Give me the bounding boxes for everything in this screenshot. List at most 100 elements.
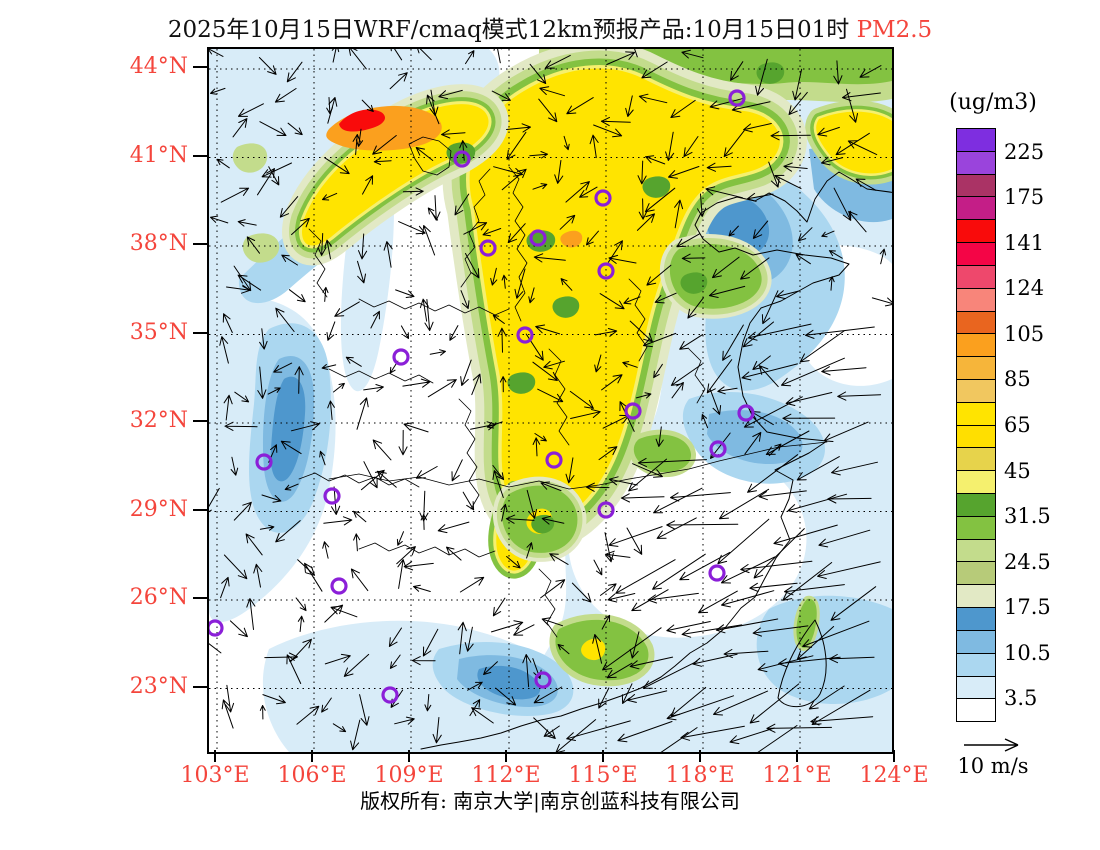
wind-arrow <box>493 49 502 64</box>
wind-arrow <box>698 590 738 614</box>
wind-arrow <box>284 483 299 491</box>
wind-arrow <box>687 297 704 319</box>
wind-arrow <box>226 284 251 294</box>
station-marker <box>529 229 547 247</box>
wind-arrow <box>230 456 239 476</box>
page-title: 2025年10月15日WRF/cmaq模式12km预报产品:10月15日01时 … <box>0 10 1100 44</box>
lat-label: 32°N <box>129 408 188 433</box>
wind-arrow <box>419 298 429 322</box>
wind-arrow <box>723 130 745 158</box>
station-marker <box>381 686 399 704</box>
wind-arrow <box>280 440 302 455</box>
wind-arrow <box>532 437 541 457</box>
wind-arrow <box>234 391 250 403</box>
wind-arrow <box>783 162 808 172</box>
wind-arrow <box>554 160 564 184</box>
wind-arrow <box>796 626 835 660</box>
wind-arrow <box>449 325 459 341</box>
wind-arrow <box>345 356 362 367</box>
wind-arrow <box>543 725 560 737</box>
colorbar-tick-label: 65 <box>1004 413 1031 437</box>
wind-arrow <box>681 49 704 59</box>
wind-arrow <box>411 656 436 666</box>
colorbar-segment <box>957 652 995 676</box>
wind-arrow <box>594 354 602 373</box>
station-marker <box>737 404 755 422</box>
colorbar-segment <box>957 470 995 493</box>
wind-arrow <box>761 290 779 325</box>
wind-arrow <box>821 230 835 238</box>
wind-arrow <box>321 364 337 370</box>
wind-arrow <box>666 695 734 721</box>
wind-arrow <box>333 382 345 393</box>
colorbar-segment <box>957 219 995 243</box>
wind-arrow <box>259 328 268 350</box>
wind-arrow <box>275 520 301 543</box>
wind-arrow <box>403 561 434 571</box>
wind-arrow <box>721 590 775 608</box>
lon-label: 124°E <box>859 763 929 788</box>
wind-arrow <box>656 517 697 539</box>
wind-arrow <box>526 489 537 519</box>
wind-arrow <box>490 267 498 286</box>
wind-arrow <box>506 131 527 160</box>
lat-label: 29°N <box>129 496 188 522</box>
wind-arrow <box>829 654 875 664</box>
wind-arrow <box>417 49 432 61</box>
station-marker <box>728 89 746 107</box>
wind-arrow <box>717 386 738 395</box>
station-marker <box>330 577 348 595</box>
colorbar-segment <box>957 401 995 425</box>
wind-arrow <box>541 515 565 525</box>
wind-arrow <box>665 131 675 161</box>
wind-arrow <box>683 136 699 158</box>
wind-arrow <box>747 192 774 202</box>
wind-arrow <box>632 463 663 478</box>
wind-arrow <box>395 289 415 298</box>
colorbar-tick-label: 105 <box>1004 321 1045 346</box>
wind-arrow <box>744 431 762 455</box>
wind-arrow <box>627 690 668 703</box>
colorbar-segment <box>957 173 995 197</box>
colorbar-tick-label: 175 <box>1004 185 1045 210</box>
wind-arrow <box>636 213 655 231</box>
wind-arrow <box>622 361 638 368</box>
wind-scale-arrow-icon <box>964 738 1019 752</box>
wind-arrow <box>491 620 524 633</box>
wind-arrow <box>304 562 323 592</box>
wind-arrow <box>514 268 526 299</box>
wind-arrow <box>608 476 638 486</box>
wind-arrow <box>730 61 744 81</box>
colorbar-segment <box>957 150 995 174</box>
wind-arrow <box>666 520 739 530</box>
wind-arrow <box>643 332 677 348</box>
wind-vector-arrows <box>209 49 892 752</box>
wind-arrow <box>593 124 623 138</box>
wind-arrow <box>620 493 665 503</box>
lon-label: 115°E <box>568 763 638 788</box>
wind-arrow <box>831 461 878 476</box>
lon-tick <box>214 750 216 762</box>
wind-arrow <box>330 605 358 618</box>
wind-arrow <box>817 126 840 137</box>
wind-arrow <box>462 491 475 511</box>
wind-arrow <box>644 187 676 213</box>
wind-arrow <box>717 518 770 565</box>
wind-arrow <box>713 690 769 716</box>
wind-arrow <box>492 470 504 498</box>
wind-scale: 10 m/s <box>938 736 1048 778</box>
wind-arrow <box>709 388 722 415</box>
colorbar-tick-label: 124 <box>1004 276 1045 301</box>
wind-arrow <box>463 222 488 235</box>
wind-arrow <box>451 459 463 482</box>
colorbar-tick-label: 3.5 <box>1004 686 1038 711</box>
station-marker <box>534 671 552 689</box>
wind-arrow <box>246 236 260 254</box>
wind-arrow <box>398 221 426 235</box>
wind-arrow <box>210 215 229 224</box>
station-marker <box>255 453 273 471</box>
wind-arrow <box>601 374 623 391</box>
wind-arrow <box>363 384 384 393</box>
wind-arrow <box>533 253 566 263</box>
wind-arrow <box>741 363 798 381</box>
